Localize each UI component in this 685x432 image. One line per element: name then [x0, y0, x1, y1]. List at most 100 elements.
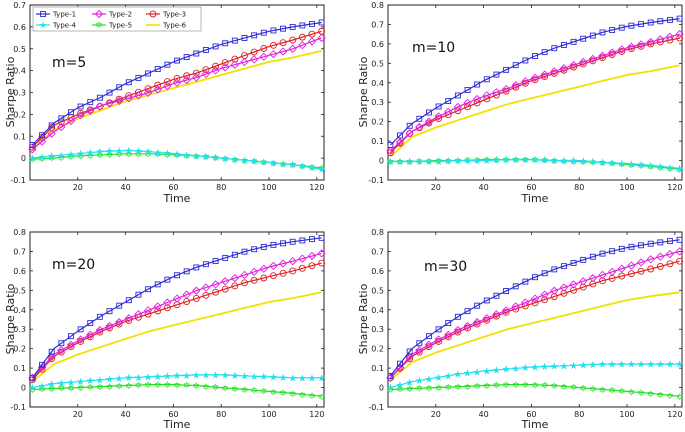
marker-type-5: ✡ [86, 383, 94, 393]
marker-type-5: ✡ [173, 380, 181, 390]
marker-type-2 [124, 314, 133, 323]
marker-type-2 [76, 111, 85, 120]
x-tick-label: 100 [619, 183, 634, 192]
marker-type-3 [298, 264, 306, 272]
marker-type-4: ★ [646, 360, 655, 371]
y-axis-title: Sharpe Ratio [4, 283, 17, 354]
marker-type-2 [521, 77, 530, 86]
marker-type-4: ★ [28, 383, 37, 394]
marker-type-3 [492, 312, 500, 320]
marker-type-4: ★ [502, 365, 511, 376]
marker-type-2 [521, 298, 530, 307]
legend-marker-star-icon: ★ [39, 20, 47, 30]
marker-type-1 [397, 132, 403, 139]
marker-type-1 [202, 47, 209, 53]
marker-type-5: ✡ [541, 381, 549, 391]
marker-type-4: ★ [588, 360, 597, 371]
marker-type-4: ★ [444, 371, 453, 382]
marker-type-1 [551, 266, 558, 273]
marker-type-4: ★ [307, 163, 316, 174]
marker-type-3 [676, 34, 684, 42]
marker-type-2 [288, 257, 297, 266]
marker-type-2 [153, 302, 162, 311]
marker-type-3 [666, 260, 674, 268]
marker-type-4: ★ [153, 148, 162, 159]
marker-type-3 [579, 60, 587, 68]
marker-type-1 [87, 320, 94, 327]
marker-type-5: ✡ [173, 151, 181, 161]
marker-type-3 [618, 272, 626, 280]
marker-type-4: ★ [444, 157, 453, 168]
series-line-type-6 [31, 291, 322, 383]
marker-type-5: ✡ [454, 382, 462, 392]
marker-type-1 [483, 297, 490, 304]
marker-type-2 [298, 254, 307, 263]
marker-type-1 [570, 38, 577, 45]
marker-type-2 [636, 258, 646, 267]
marker-type-3 [473, 320, 481, 328]
marker-type-5: ✡ [444, 383, 452, 393]
marker-type-4: ★ [182, 371, 191, 382]
y-tick-label: 0 [21, 384, 26, 393]
marker-type-4: ★ [76, 149, 85, 160]
marker-type-1 [68, 109, 74, 116]
marker-type-1 [667, 238, 673, 245]
marker-type-5: ✡ [144, 149, 152, 159]
marker-type-1 [299, 22, 306, 29]
marker-type-1 [270, 27, 277, 34]
x-tick-label: 20 [431, 410, 441, 419]
marker-type-2 [636, 40, 646, 49]
marker-type-4: ★ [230, 371, 239, 382]
marker-type-3 [521, 79, 529, 87]
marker-type-4: ★ [598, 360, 607, 371]
marker-type-1 [454, 313, 461, 320]
marker-type-1 [493, 292, 500, 299]
marker-type-1 [58, 115, 65, 122]
marker-type-2 [588, 273, 597, 283]
marker-type-2 [249, 55, 259, 64]
legend-entry-type-1: Type-1 [36, 11, 76, 19]
series-group: ✡ ✡ ✡ ✡ ✡ ✡ ✡ ✡ ✡ ✡ ✡ ✡ ✡ ✡ ✡ ✡ ✡ ✡ ✡ ✡ ✡ ✡ ✡ ✡ ✡ ✡ ✡ ✡ ✡ ✡ ✡★ ★ ★ ★ ★ ★ ★ ★ ★… [28, 234, 326, 402]
y-tick-label: 0.4 [13, 67, 26, 76]
marker-type-3 [637, 267, 645, 275]
marker-type-4: ★ [646, 161, 655, 172]
marker-type-4: ★ [579, 156, 588, 167]
marker-type-4: ★ [250, 372, 259, 383]
marker-type-1 [299, 237, 306, 244]
marker-type-5: ✡ [570, 157, 578, 167]
marker-type-1 [251, 32, 258, 39]
marker-type-2 [269, 49, 278, 59]
marker-type-4: ★ [617, 159, 626, 170]
marker-type-4: ★ [521, 363, 530, 374]
marker-type-2 [192, 286, 201, 295]
marker-type-3 [589, 280, 597, 288]
marker-type-4: ★ [86, 148, 95, 159]
marker-type-1 [618, 245, 625, 252]
marker-type-4: ★ [598, 158, 607, 169]
marker-type-2 [540, 290, 549, 299]
marker-type-5: ✡ [318, 392, 326, 402]
marker-type-1 [541, 270, 548, 277]
x-tick-label: 120 [667, 183, 682, 192]
marker-type-2 [569, 61, 578, 70]
marker-type-2 [163, 298, 172, 307]
marker-type-4: ★ [608, 158, 617, 169]
marker-type-5: ✡ [270, 387, 278, 397]
marker-type-2 [463, 98, 472, 108]
marker-type-4: ★ [531, 362, 540, 373]
marker-type-1 [251, 246, 258, 253]
y-tick-label: 0.4 [13, 306, 26, 315]
marker-type-3 [531, 76, 539, 84]
marker-type-3 [231, 282, 239, 290]
marker-type-4: ★ [415, 376, 424, 387]
marker-type-5: ✡ [483, 381, 491, 391]
marker-type-4: ★ [550, 362, 559, 373]
marker-type-1 [145, 286, 152, 293]
marker-type-4: ★ [201, 370, 210, 381]
series-line-type-4 [32, 149, 322, 170]
marker-type-1 [289, 23, 296, 30]
marker-type-2 [665, 32, 675, 41]
y-tick-labels: -0.1 0 0.1 0.2 0.3 0.4 0.5 0.6 0.7 0.8 [368, 228, 682, 412]
marker-type-3 [192, 294, 200, 302]
marker-type-1 [676, 15, 683, 22]
